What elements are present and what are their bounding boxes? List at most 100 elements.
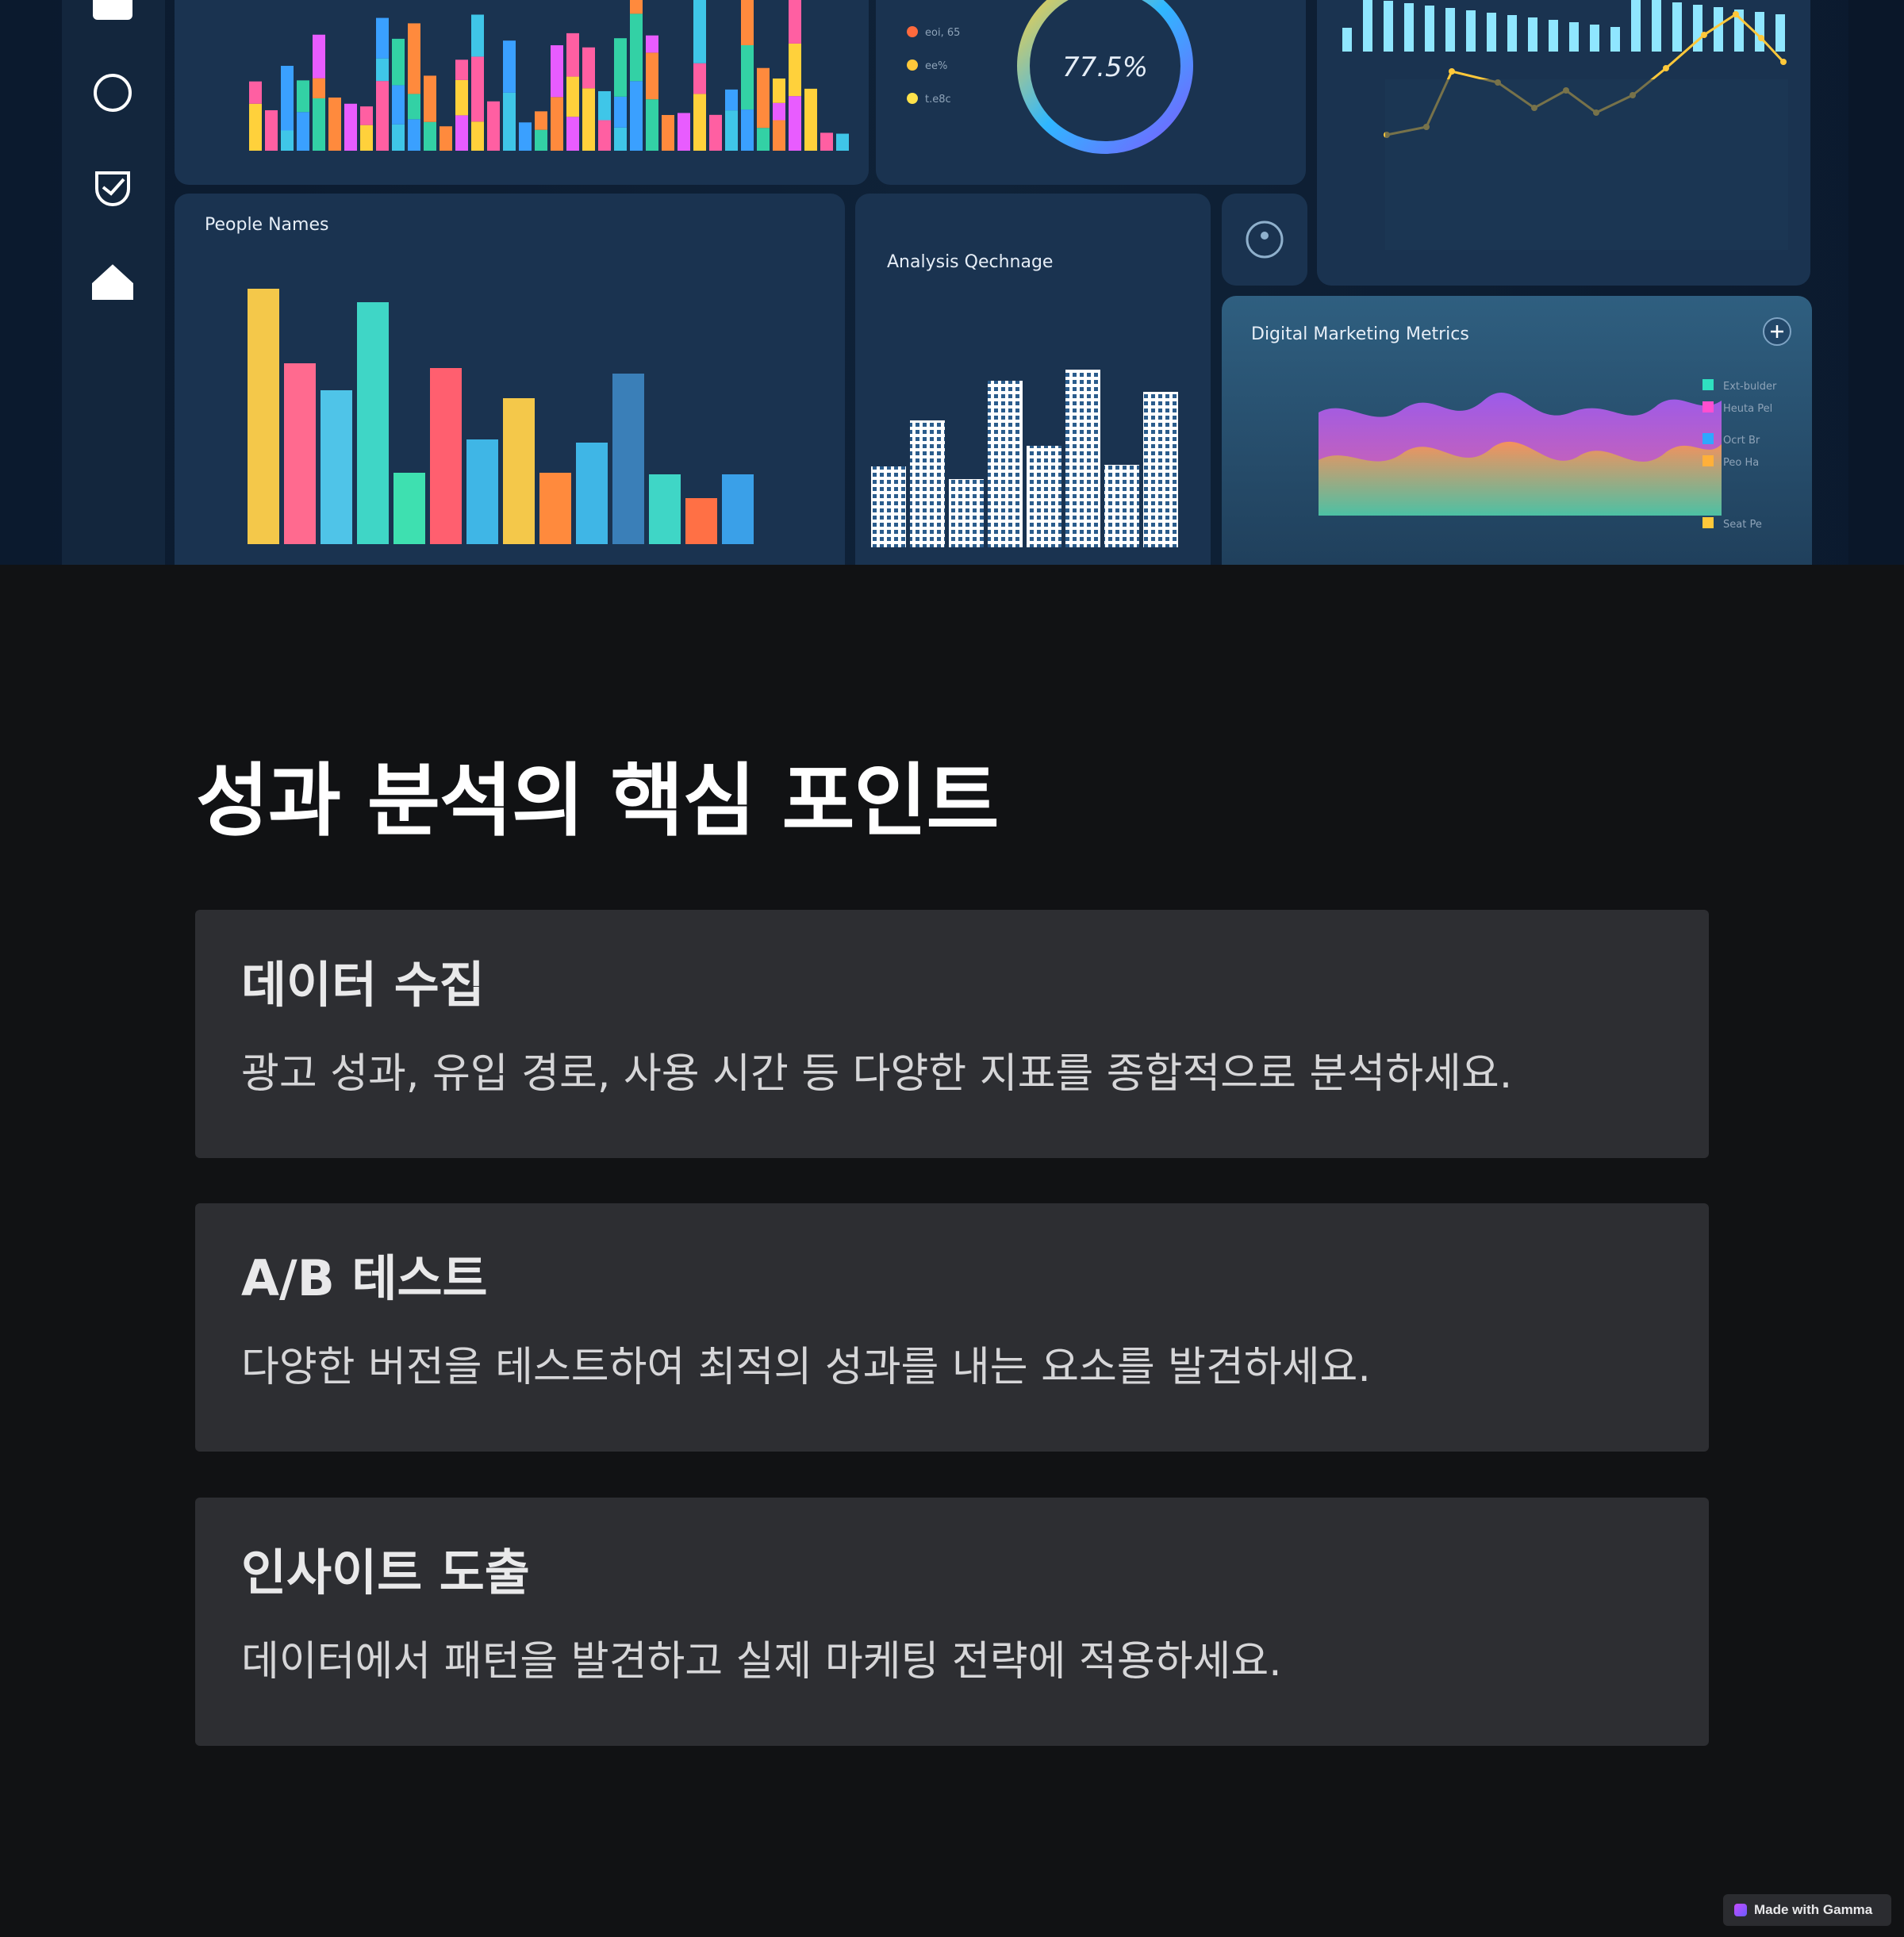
top-bar-segment [646,99,658,151]
dotted-bar [871,466,906,547]
top-bar-segment [725,89,738,111]
dm-legend-1: Ext-bulder [1723,381,1777,393]
made-with-gamma-badge[interactable]: Made with Gamma [1723,1894,1891,1926]
people-bar [539,473,571,544]
line-top-bar [1775,14,1785,52]
dotted-bar [1065,370,1100,547]
top-bar-segment [392,124,405,151]
dm-legend-2: Heuta Pel [1723,403,1772,415]
top-bar-segment [773,78,785,103]
top-bar-segment [630,0,643,14]
top-bar-segment [376,81,389,151]
people-bar [722,474,754,544]
line-top-bar [1445,8,1455,52]
top-bar-segment [614,127,627,151]
top-bar-segment [503,92,516,151]
top-bar-segment [455,115,468,151]
line-top-bar [1466,10,1476,52]
trend-point [1701,32,1707,38]
top-bar-segment [773,120,785,151]
slide-title: 성과 분석의 핵심 포인트 [196,754,999,847]
top-bar-segment [313,34,325,79]
dm-area-front [1319,441,1722,516]
dotted-bar [1027,446,1061,547]
trend-point [1733,11,1739,17]
gamma-logo-icon [1734,1904,1747,1916]
dotted-bar [1143,392,1178,547]
card-body: 광고 성과, 유입 경로, 사용 시간 등 다양한 지표를 종합적으로 분석하세… [241,1050,1513,1098]
people-names-title: People Names [205,215,328,235]
top-bar-segment [408,94,420,120]
dm-legend: Ext-bulder Heuta Pel Ocrt Br Peo Ha Seat… [1702,379,1777,531]
line-top-bar [1528,17,1537,52]
donut-ring [1017,0,1193,154]
top-bar-segment [392,85,405,125]
top-bar-segment [646,35,658,53]
top-bar-segment [566,76,579,117]
line-top-bar [1652,0,1661,52]
card-data-collection: 데이터 수집 광고 성과, 유입 경로, 사용 시간 등 다양한 지표를 종합적… [195,910,1709,1158]
top-bar-segment [471,14,484,57]
people-bar [649,474,681,544]
people-bar-chart [248,289,754,544]
panel-donut [876,0,1306,185]
people-bar [612,374,644,544]
top-bar-segment [281,130,294,151]
top-bar-segment [566,33,579,77]
top-bar-segment [741,0,754,46]
check-shield-icon [95,171,130,207]
people-bar [576,443,608,544]
line-top-bar [1404,3,1414,52]
user-icon [1246,221,1284,259]
line-top-bar [1363,0,1372,52]
dotted-bar [1104,465,1139,547]
line-top-bar [1610,27,1620,52]
line-top-bar [1342,28,1352,52]
top-bar-segment [487,101,500,151]
sidebar-icon-stack [92,0,133,300]
line-top-bar [1507,15,1517,52]
people-bar [685,498,717,544]
people-bar [357,302,389,544]
card-heading: 데이터 수집 [241,956,485,1014]
card-ab-test: A/B 테스트 다양한 버전을 테스트하여 최적의 성과를 내는 요소를 발견하… [195,1203,1709,1452]
top-bar-segment [757,67,770,128]
top-bar-segment [471,56,484,122]
top-bar-segment [249,103,262,151]
line-top-bar [1755,12,1764,52]
top-bar-segment [376,17,389,59]
dm-legend-3: Ocrt Br [1723,435,1760,447]
dotted-bar [910,420,945,547]
top-bar-segment [789,43,801,97]
dm-legend-5: Seat Pe [1723,519,1762,531]
people-bar [248,289,279,544]
card-heading: A/B 테스트 [241,1249,488,1307]
people-bar [284,363,316,544]
top-bar-segment [789,0,801,44]
top-bar-segment [614,96,627,128]
trend-point [1758,35,1764,41]
line-top-bar [1631,0,1641,52]
dm-legend-4: Peo Ha [1723,457,1759,469]
top-bar-segment [440,126,452,151]
card-body: 데이터에서 패턴을 발견하고 실제 마케팅 전략에 적용하세요. [241,1638,1282,1686]
top-bar-segment [297,112,309,151]
top-bar-segment [582,88,595,151]
top-bar-segment [693,63,706,94]
badge-label: Made with Gamma [1754,1902,1873,1917]
top-bar-segment [360,106,373,125]
people-bar [503,398,535,544]
line-top-bar [1714,7,1723,52]
donut-legend-2: ee% [925,60,947,72]
top-bar-segment [582,47,595,89]
top-bar-segment [614,38,627,97]
top-bar-segment [297,80,309,113]
people-bar [321,390,352,544]
top-bar-segment [598,120,611,151]
top-bar-segment [693,0,706,63]
top-bar-segment [455,59,468,80]
line-chart [1342,0,1788,250]
analysis-title: Analysis Qechnage [887,252,1053,272]
donut-value: 77.5% [1062,52,1148,83]
home-icon [92,264,133,300]
